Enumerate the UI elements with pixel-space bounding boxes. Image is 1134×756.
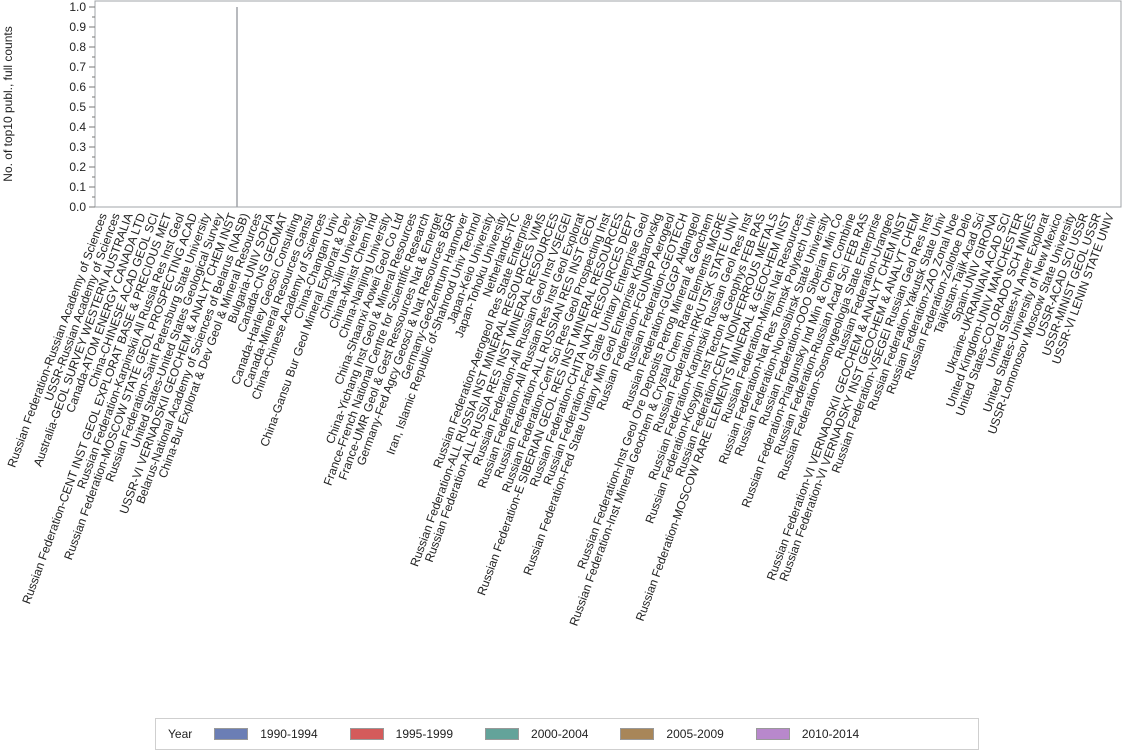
legend-swatch xyxy=(485,728,520,740)
y-tick-label: 0.5 xyxy=(69,100,86,114)
legend-label: 1995-1999 xyxy=(395,727,454,741)
y-axis-label-text: No. of top10 publ., full counts xyxy=(1,26,15,182)
legend-swatch xyxy=(214,728,249,740)
legend: Year 1990-1994 1995-1999 2000-2004 2005-… xyxy=(155,718,979,750)
y-tick-label: 0.1 xyxy=(69,180,86,194)
legend-label: 2010-2014 xyxy=(801,727,860,741)
legend-swatch xyxy=(620,728,655,740)
legend-label: 1990-1994 xyxy=(260,727,318,741)
y-tick-label: 0.6 xyxy=(69,80,86,94)
legend-label: 2005-2009 xyxy=(666,727,724,741)
y-tick-label: 0.7 xyxy=(69,60,86,74)
y-tick-label: 0.0 xyxy=(69,200,86,214)
y-tick-label: 0.4 xyxy=(69,120,86,134)
legend-item-2010-2014: 2010-2014 xyxy=(755,727,860,741)
legend-item-1990-1994: 1990-1994 xyxy=(214,727,318,741)
plot-frame xyxy=(94,0,1122,208)
legend-item-1995-1999: 1995-1999 xyxy=(349,727,454,741)
legend-label: 2000-2004 xyxy=(531,727,589,741)
y-tick-label: 0.8 xyxy=(69,40,86,54)
y-tick-label: 0.9 xyxy=(69,20,86,34)
legend-swatch xyxy=(349,728,384,740)
y-tick-label: 1.0 xyxy=(69,0,86,14)
legend-item-2005-2009: 2005-2009 xyxy=(620,727,724,741)
plot-area: 0.00.10.20.30.40.50.60.70.80.91.0Russian… xyxy=(4,0,1122,628)
legend-swatch xyxy=(755,728,790,740)
y-axis-label: No. of top10 publ., full counts xyxy=(1,26,22,181)
legend-title: Year xyxy=(168,727,193,741)
y-tick-label: 0.3 xyxy=(69,140,86,154)
y-tick-label: 0.2 xyxy=(69,160,86,174)
legend-item-2000-2004: 2000-2004 xyxy=(485,727,588,741)
